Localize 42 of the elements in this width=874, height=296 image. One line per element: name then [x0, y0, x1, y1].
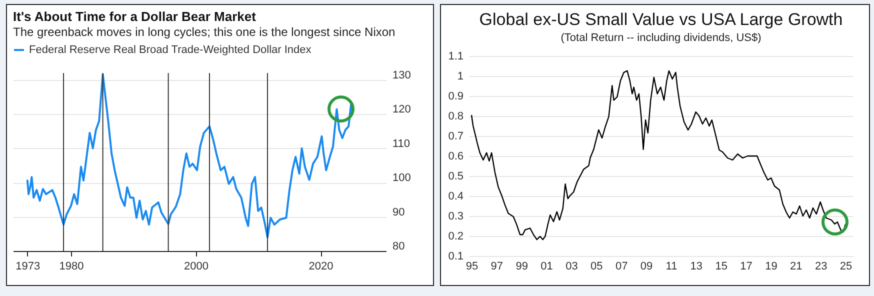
x-tick-label: 1973 — [16, 260, 40, 272]
legend-label: Federal Reserve Real Broad Trade-Weighted Dollar Index — [29, 44, 312, 56]
x-tick-label: 19 — [765, 260, 778, 272]
y-tick-label: 0.1 — [448, 250, 464, 262]
y-tick-label: 1.1 — [448, 50, 464, 62]
chart-subtitle: The greenback moves in long cycles; this one is the longest since Nixon — [13, 25, 396, 39]
y-tick-label: 0.4 — [448, 190, 464, 202]
y-tick-label: 0.8 — [448, 110, 464, 122]
x-tick-label: 03 — [566, 260, 578, 272]
x-tick-label: 01 — [540, 260, 553, 272]
x-tick-label: 2000 — [184, 260, 208, 272]
y-tick-label: 0.7 — [448, 130, 464, 142]
x-tick-label: 13 — [690, 260, 703, 272]
x-tick-label: 15 — [715, 260, 728, 272]
y-tick-label: 1 — [457, 70, 464, 82]
y-tick-label: 130 — [392, 69, 411, 82]
y-tick-label: 0.2 — [448, 230, 464, 242]
x-tick-label: 23 — [814, 260, 828, 272]
y-tick-label: 0.3 — [448, 210, 464, 222]
y-tick-label: 80 — [392, 240, 405, 252]
x-tick-label: 2020 — [308, 260, 334, 272]
x-tick-label: 95 — [466, 260, 478, 272]
x-tick-label: 21 — [790, 260, 802, 272]
x-tick-label: 99 — [516, 260, 528, 272]
x-tick-label: 25 — [840, 260, 852, 272]
y-tick-label: 110 — [392, 138, 410, 150]
chart-title: It's About Time for a Dollar Bear Market — [13, 9, 257, 24]
y-tick-label: 0.5 — [448, 170, 464, 182]
y-tick-label: 90 — [392, 206, 405, 218]
x-tick-label: 97 — [490, 260, 504, 272]
y-tick-label: 0.9 — [448, 90, 464, 102]
y-tick-label: 100 — [392, 172, 411, 184]
x-tick-label: 17 — [740, 260, 752, 272]
x-tick-label: 1980 — [59, 260, 84, 272]
y-tick-label: 120 — [392, 104, 411, 116]
x-tick-label: 11 — [666, 260, 678, 272]
x-tick-label: 05 — [590, 260, 603, 272]
chart-title: Global ex-US Small Value vs USA Large Growth — [479, 10, 843, 29]
y-tick-label: 0.6 — [448, 150, 464, 162]
x-tick-label: 07 — [615, 260, 628, 272]
x-tick-label: 09 — [640, 260, 653, 272]
chart-subtitle: (Total Return -- including dividends, US$) — [560, 32, 762, 44]
